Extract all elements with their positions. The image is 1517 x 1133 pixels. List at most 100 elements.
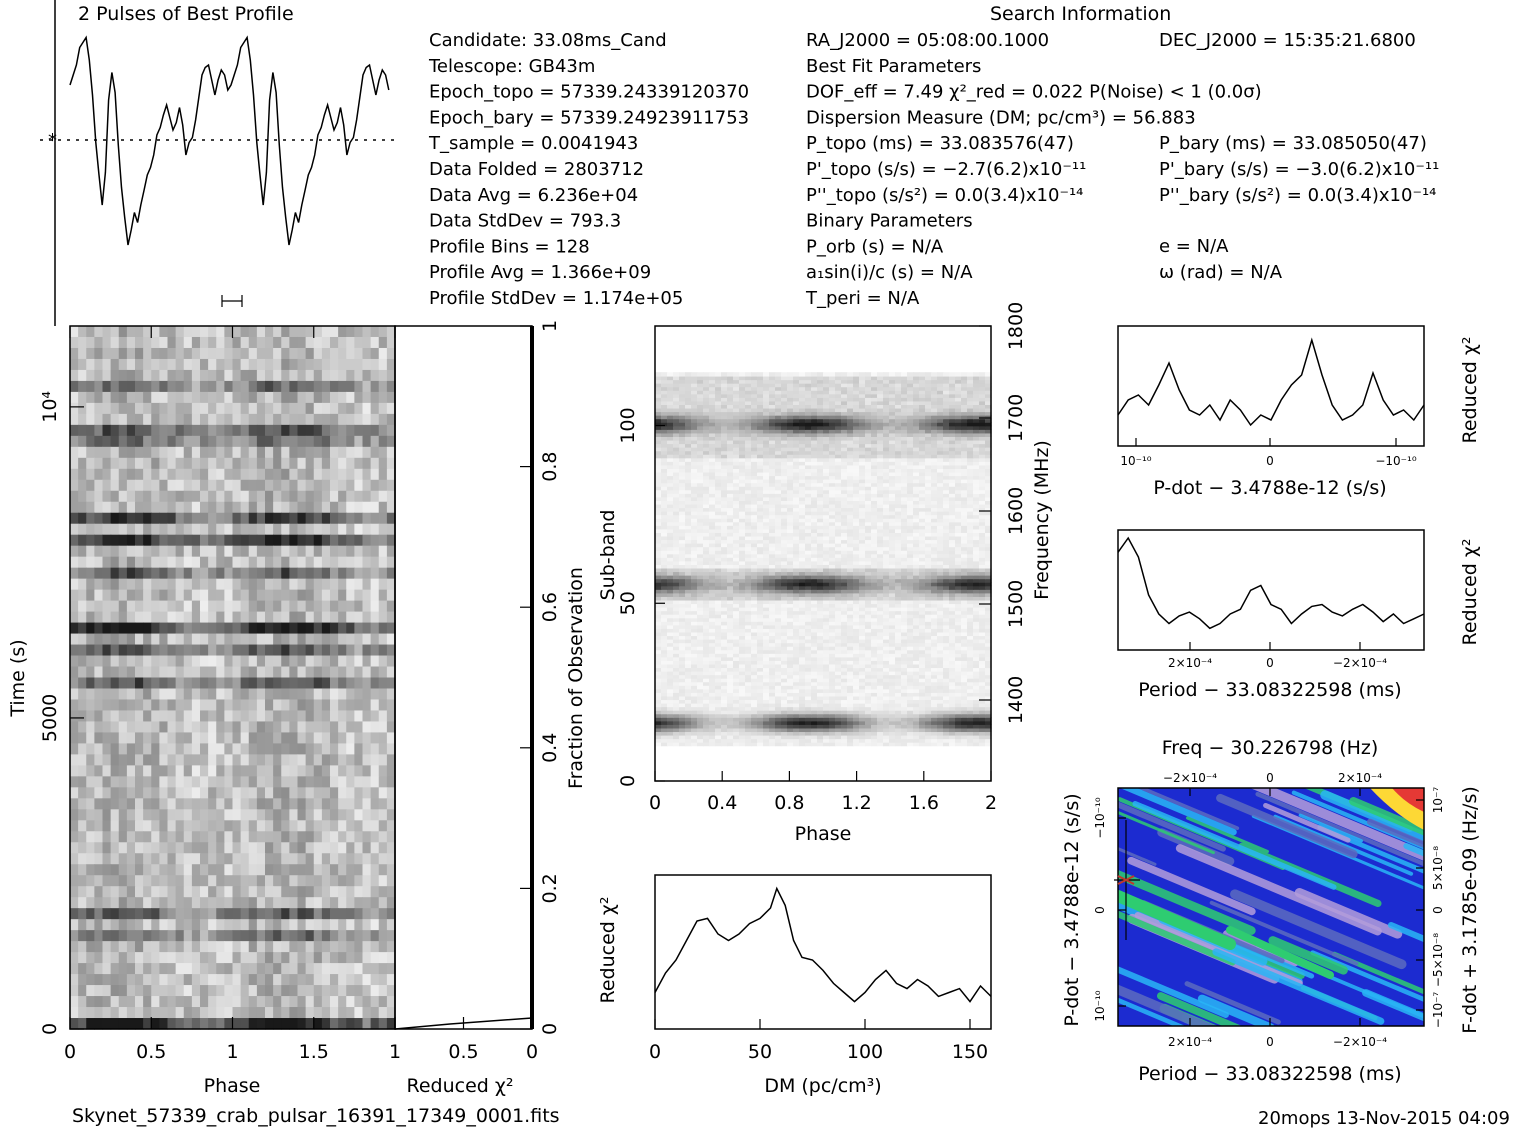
- subband-cell: [967, 738, 974, 743]
- subband-cell: [655, 645, 662, 651]
- subband-cell: [853, 628, 860, 633]
- subband-cell: [691, 653, 698, 658]
- subband-cell: [685, 606, 692, 612]
- subband-cell: [859, 596, 866, 601]
- time-phase-cell: [191, 952, 201, 964]
- time-phase-cell: [240, 600, 250, 613]
- subband-cell: [883, 621, 890, 626]
- subband-cell: [847, 610, 854, 615]
- time-phase-cell: [175, 666, 185, 679]
- time-phase-cell: [313, 402, 323, 415]
- subband-cell: [763, 656, 770, 661]
- time-phase-cell: [94, 490, 104, 503]
- time-phase-cell: [362, 424, 372, 437]
- time-phase-cell: [78, 677, 87, 690]
- time-phase-cell: [143, 512, 152, 525]
- time-phase-cell: [321, 721, 331, 734]
- subband-cell: [895, 695, 902, 701]
- subband-cell: [883, 653, 890, 658]
- time-phase-cell: [370, 919, 380, 931]
- info-1-line: T_sample = 0.0041943: [428, 133, 638, 154]
- subband-cell: [751, 613, 758, 619]
- time-phase-cell: [191, 534, 201, 547]
- subband-cell: [895, 677, 902, 683]
- time-phase-cell: [167, 853, 177, 865]
- subband-cell: [943, 706, 950, 711]
- time-phase-cell: [167, 523, 177, 536]
- subband-cell: [853, 631, 860, 637]
- subband-cell: [919, 695, 926, 701]
- subband-cell: [967, 599, 974, 605]
- time-phase-cell: [346, 336, 355, 349]
- time-phase-cell: [313, 380, 323, 393]
- time-phase-cell: [346, 732, 355, 744]
- subband-cell: [817, 660, 824, 665]
- subband-cell: [733, 699, 740, 704]
- subband-cell: [715, 677, 722, 683]
- time-phase-cell: [240, 787, 250, 799]
- subband-cell: [721, 603, 728, 608]
- time-phase-cell: [143, 1007, 152, 1019]
- subband-cell: [655, 603, 662, 608]
- subband-cell: [841, 734, 848, 740]
- subband-cell: [871, 695, 878, 701]
- time-phase-cell: [70, 490, 79, 503]
- time-phase-cell: [86, 842, 95, 854]
- subband-cell: [859, 699, 866, 704]
- time-phase-cell: [167, 501, 177, 514]
- time-phase-cell: [159, 743, 169, 755]
- subband-cell: [805, 731, 812, 736]
- time-phase-cell: [273, 578, 282, 591]
- time-phase-cell: [110, 380, 120, 393]
- subband-cell: [907, 628, 914, 633]
- subband-cell: [667, 631, 674, 637]
- subband-cell: [847, 653, 854, 658]
- time-phase-cell: [313, 710, 323, 723]
- subband-cell: [727, 695, 734, 701]
- time-phase-cell: [78, 1018, 87, 1030]
- subband-cell: [847, 635, 854, 640]
- time-phase-cell: [313, 457, 323, 470]
- time-phase-cell: [378, 963, 388, 975]
- time-phase-cell: [232, 358, 242, 371]
- subband-cell: [715, 628, 722, 633]
- time-phase-cell: [232, 666, 242, 679]
- time-phase-cell: [386, 721, 396, 734]
- time-phase-cell: [78, 534, 87, 547]
- time-phase-cell: [240, 490, 250, 503]
- subband-cell: [841, 610, 848, 615]
- time-phase-cell: [289, 446, 299, 459]
- subband-cell: [727, 727, 734, 733]
- time-phase-cell: [110, 985, 120, 997]
- time-phase-cell: [338, 545, 347, 558]
- time-phase-cell: [248, 864, 258, 876]
- time-phase-cell: [94, 369, 104, 382]
- time-phase-cell: [265, 622, 274, 635]
- time-phase-cell: [330, 853, 339, 865]
- subband-cell: [661, 706, 668, 711]
- subband-cell: [955, 649, 962, 654]
- subband-cell: [655, 688, 662, 693]
- subband-cell: [961, 717, 968, 722]
- subband-cell: [931, 613, 938, 619]
- subband-cell: [913, 621, 920, 626]
- time-phase-cell: [78, 523, 87, 536]
- time-phase-cell: [378, 1007, 388, 1019]
- subband-cell: [979, 731, 986, 736]
- time-phase-cell: [167, 743, 177, 755]
- subband-cell: [817, 617, 824, 622]
- subband-cell: [841, 724, 848, 729]
- time-phase-cell: [273, 677, 282, 690]
- subband-cell: [763, 727, 770, 733]
- subband-cell: [805, 606, 812, 612]
- time-phase-cell: [94, 402, 104, 415]
- time-phase-cell: [265, 919, 274, 931]
- time-phase-cell: [78, 545, 87, 558]
- time-phase-cell: [346, 655, 355, 668]
- time-phase-cell: [346, 930, 355, 942]
- subband-cell: [781, 642, 788, 647]
- time-phase-cell: [175, 622, 185, 635]
- subband-cell: [667, 702, 674, 708]
- time-phase-cell: [175, 336, 185, 349]
- time-phase-cell: [281, 897, 290, 909]
